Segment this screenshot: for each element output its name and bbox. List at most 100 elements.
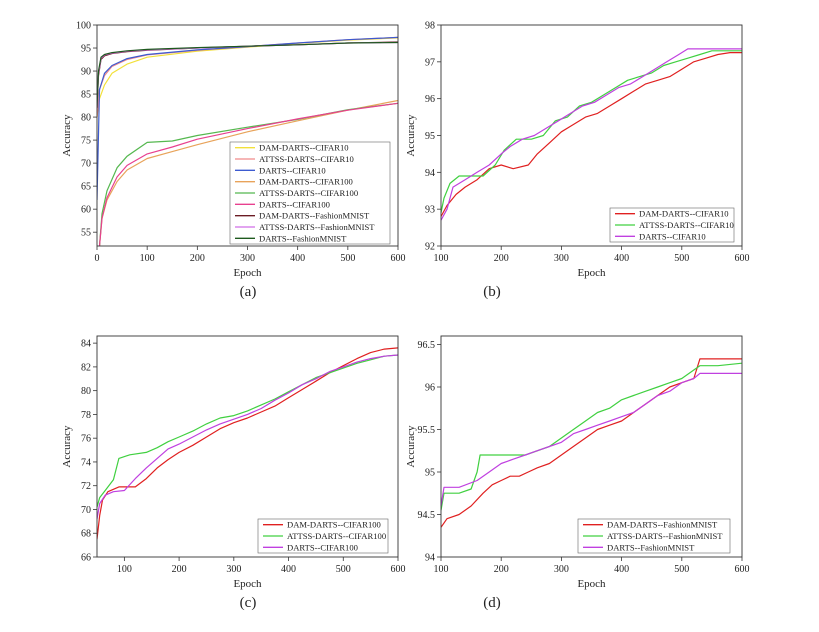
y-tick-label: 94	[425, 553, 435, 564]
x-tick-label: 600	[735, 564, 750, 575]
legend-label: DARTS--CIFAR100	[259, 199, 330, 209]
y-tick-label: 74	[81, 457, 91, 468]
panel-caption: (c)	[240, 595, 257, 611]
y-tick-label: 100	[76, 21, 91, 32]
x-tick-label: 100	[434, 564, 449, 575]
x-tick-label: 200	[172, 564, 187, 575]
x-tick-label: 300	[226, 564, 241, 575]
x-tick-label: 200	[494, 253, 509, 264]
series-line	[441, 362, 742, 511]
legend-label: DARTS--FashionMNIST	[607, 542, 695, 552]
y-tick-label: 80	[81, 113, 91, 124]
y-tick-label: 65	[81, 182, 91, 193]
series-line	[97, 41, 398, 108]
series-line	[441, 358, 742, 528]
legend-label: ATTSS-DARTS--CIFAR10	[639, 220, 734, 230]
panel-caption: (b)	[483, 284, 501, 300]
x-tick-label: 200	[190, 253, 205, 264]
legend: DAM-DARTS--CIFAR100ATTSS-DARTS--CIFAR100…	[257, 518, 389, 554]
x-axis-label: Epoch	[233, 267, 262, 279]
chart-c: 100 200 300 400 500 600 66 68 70 72 74 76 78 80 82 84 Ep…	[61, 335, 406, 611]
series-line	[441, 48, 742, 221]
y-tick-label: 95	[81, 44, 91, 55]
legend-label: DARTS--CIFAR10	[639, 231, 706, 241]
x-tick-label: 600	[735, 253, 750, 264]
y-tick-label: 90	[81, 67, 91, 78]
y-tick-label: 70	[81, 505, 91, 516]
series-line	[97, 41, 398, 108]
legend-label: DARTS--FashionMNIST	[259, 233, 347, 243]
y-tick-label: 96	[425, 94, 435, 105]
y-tick-label: 82	[81, 362, 91, 373]
x-tick-label: 200	[494, 564, 509, 575]
y-tick-label: 85	[81, 90, 91, 101]
y-tick-label: 72	[81, 481, 91, 492]
x-tick-label: 500	[336, 564, 351, 575]
x-tick-label: 600	[391, 564, 406, 575]
x-tick-label: 400	[614, 564, 629, 575]
y-tick-label: 95.5	[418, 425, 436, 436]
series-line	[97, 354, 398, 508]
y-axis-label: Accuracy	[405, 114, 417, 157]
series-line	[97, 354, 398, 520]
y-tick-label: 66	[81, 553, 91, 564]
y-tick-label: 84	[81, 339, 91, 350]
legend-label: DAM-DARTS--CIFAR100	[287, 520, 381, 530]
y-tick-label: 55	[81, 228, 91, 239]
y-tick-label: 92	[425, 242, 435, 253]
y-tick-label: 98	[425, 21, 435, 32]
chart-b: 100 200 300 400 500 600 92 93 94 95 96 97 98 Epoch Acc…	[405, 21, 750, 301]
x-axis-label: Epoch	[233, 578, 262, 590]
x-tick-label: 100	[434, 253, 449, 264]
legend-label: DAM-DARTS--FashionMNIST	[607, 520, 718, 530]
legend-label: DAM-DARTS--CIFAR10	[259, 143, 349, 153]
x-tick-label: 100	[140, 253, 155, 264]
x-tick-label: 400	[281, 564, 296, 575]
plot-frame	[96, 335, 399, 558]
x-tick-label: 600	[391, 253, 406, 264]
x-tick-label: 100	[117, 564, 132, 575]
chart-d: 100 200 300 400 500 600 94 94.5 95 95.5 96 96.5 Epoc…	[405, 335, 750, 611]
y-tick-label: 80	[81, 386, 91, 397]
legend-box	[577, 518, 731, 554]
x-tick-label: 400	[290, 253, 305, 264]
x-tick-label: 500	[674, 564, 689, 575]
series-line	[441, 372, 742, 507]
series-line	[97, 347, 398, 540]
series-line	[97, 36, 398, 201]
legend-label: DAM-DARTS--FashionMNIST	[259, 211, 370, 221]
y-axis-label: Accuracy	[61, 114, 73, 157]
series-group	[441, 48, 742, 221]
x-tick-label: 300	[240, 253, 255, 264]
legend: DAM-DARTS--CIFAR10ATTSS-DARTS--CIFAR10DA…	[609, 207, 735, 243]
x-tick-label: 300	[554, 253, 569, 264]
legend-label: ATTSS-DARTS--CIFAR100	[259, 188, 358, 198]
x-tick-label: 500	[674, 253, 689, 264]
series-group	[441, 358, 742, 528]
series-group	[97, 347, 398, 540]
series-line	[441, 50, 742, 213]
legend-box	[229, 141, 391, 245]
x-tick-label: 500	[340, 253, 355, 264]
legend-label: ATTSS-DARTS--CIFAR100	[287, 531, 386, 541]
legend: DAM-DARTS--FashionMNISTATTSS-DARTS--Fash…	[577, 518, 731, 554]
y-tick-label: 95	[425, 131, 435, 142]
legend-label: DAM-DARTS--CIFAR100	[259, 177, 353, 187]
y-tick-label: 78	[81, 410, 91, 421]
y-tick-label: 75	[81, 136, 91, 147]
y-tick-label: 94	[425, 168, 435, 179]
legend-label: DAM-DARTS--CIFAR10	[639, 209, 729, 219]
legend-label: ATTSS-DARTS--CIFAR10	[259, 154, 354, 164]
series-line	[97, 41, 398, 108]
y-tick-label: 97	[425, 57, 435, 68]
y-tick-label: 76	[81, 434, 91, 445]
plot-frame	[440, 335, 743, 558]
y-axis-label: Accuracy	[61, 425, 73, 468]
x-tick-label: 0	[95, 253, 100, 264]
x-tick-label: 400	[614, 253, 629, 264]
legend-label: DARTS--CIFAR100	[287, 542, 358, 552]
y-tick-label: 95	[425, 468, 435, 479]
panel-caption: (d)	[483, 595, 501, 611]
